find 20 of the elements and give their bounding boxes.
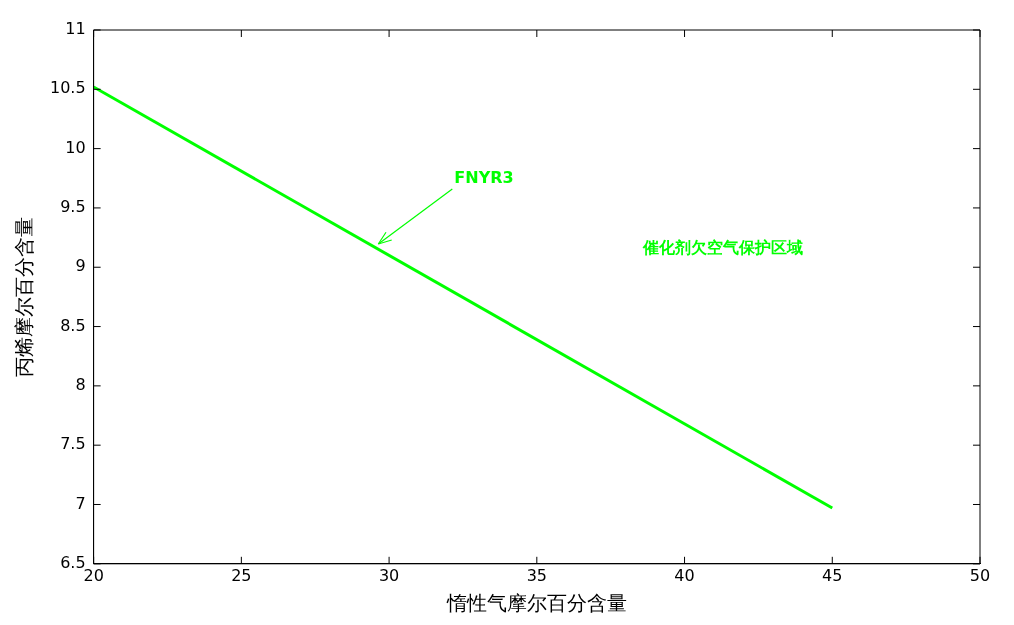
text: FNYR3	[454, 168, 514, 188]
x-tick-label: 30	[378, 565, 400, 585]
y-tick-label: 9.5	[60, 197, 86, 217]
x-tick-label: 25	[231, 565, 252, 585]
x-axis-title: 惰性气摩尔百分含量	[445, 591, 627, 616]
y-tick-label: 11	[65, 19, 86, 39]
y-tick-label: 8	[75, 375, 86, 395]
x-tick-label: 40	[674, 565, 695, 585]
y-tick-label: 7	[75, 493, 86, 513]
x-tick-label: 50	[969, 565, 991, 585]
y-tick-label: 8.5	[60, 315, 86, 335]
y-tick-label: 10	[65, 137, 86, 157]
annotation: 催化剂欠空气保护区域	[641, 238, 803, 258]
y-tick-label: 9	[75, 256, 86, 276]
x-tick-label: 45	[822, 565, 843, 585]
y-tick-label: 7.5	[60, 434, 86, 454]
x-tick-label: 20	[83, 565, 104, 585]
x-tick-label: 35	[526, 565, 547, 585]
y-axis-title: 丙烯摩尔百分含量	[12, 216, 37, 377]
y-tick-label: 10.5	[50, 78, 86, 98]
